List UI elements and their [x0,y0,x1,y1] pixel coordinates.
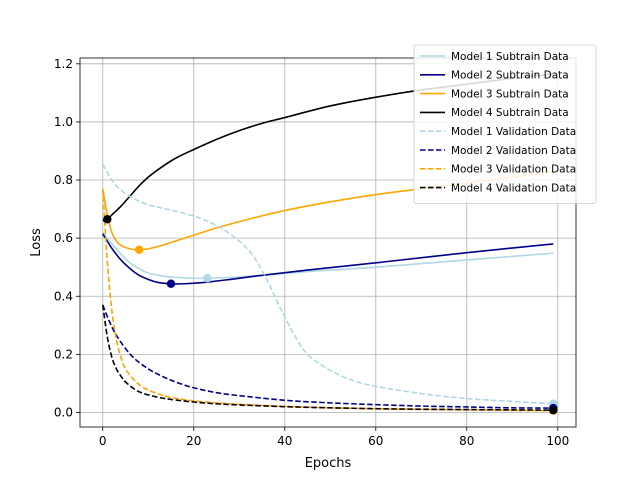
min-marker-model-4-validation-data [549,405,558,415]
y-tick-label: 0.6 [54,231,73,245]
axis-ticks: 0 20 40 60 80 100 0.0 0.2 0.4 0.6 0.8 1.0 1.2 [54,57,569,448]
legend-label: Model 3 Validation Data [451,164,576,176]
min-marker-model-4-subtrain-data [103,215,112,224]
x-tick-label: 100 [546,434,569,448]
legend-label: Model 3 Subtrain Data [451,88,569,100]
y-tick-label: 0.0 [54,405,73,419]
series-line-model-2-subtrain-data [102,233,554,285]
min-markers [103,215,558,415]
legend-label: Model 4 Validation Data [451,182,576,194]
series-lines [101,73,554,412]
legend-label: Model 2 Validation Data [451,145,576,157]
legend-box [413,44,597,204]
series-line-model-4-validation-data [101,304,554,411]
x-tick-label: 20 [186,434,201,448]
series-line-model-1-subtrain-data [102,231,554,280]
series-line-model-3-validation-data [101,188,554,412]
axes-frame [79,57,577,428]
x-tick-label: 60 [368,434,383,448]
y-tick-label: 1.0 [54,115,73,129]
series-line-model-1-validation-data [102,163,554,405]
y-tick-label: 0.2 [54,347,73,361]
legend: Model 1 Subtrain Data Model 2 Subtrain Da… [413,44,597,204]
y-axis-label: Loss [29,228,44,257]
y-tick-label: 0.4 [54,289,73,303]
series-line-model-2-validation-data [102,304,554,409]
x-axis-label: Epochs [305,456,352,471]
x-tick-label: 80 [459,434,474,448]
y-tick-label: 1.2 [54,57,73,71]
min-marker-model-1-subtrain-data [203,274,212,283]
legend-label: Model 1 Subtrain Data [451,51,569,63]
x-tick-label: 0 [99,434,107,448]
min-marker-model-2-subtrain-data [166,279,176,288]
min-marker-model-3-subtrain-data [134,245,144,254]
legend-label: Model 2 Subtrain Data [451,70,569,82]
x-tick-label: 40 [277,434,292,448]
y-tick-label: 0.8 [54,173,73,187]
legend-label: Model 4 Subtrain Data [451,107,569,119]
legend-label: Model 1 Validation Data [451,126,576,138]
